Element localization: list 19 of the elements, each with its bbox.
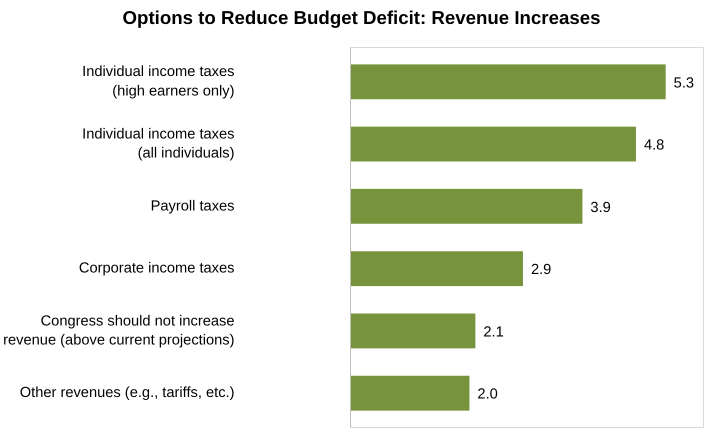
- data-label: 2.9: [530, 262, 552, 278]
- bar: [350, 188, 582, 224]
- bar: [350, 251, 523, 286]
- y-tick-label: Congress should not increase revenue (above current projections): [3, 313, 235, 349]
- bar: [350, 376, 470, 411]
- y-tick-label: Corporate income taxes: [78, 260, 235, 277]
- bar: [350, 314, 476, 348]
- chart-title: Options to Reduce Budget Deficit: Revenue Increases: [122, 6, 600, 30]
- bar: [350, 64, 666, 100]
- y-tick-label: Payroll taxes: [150, 198, 235, 214]
- data-label: 3.9: [590, 200, 611, 216]
- y-tick-label: Other revenues (e.g., tariffs, etc.): [20, 385, 235, 402]
- y-tick-label: Individual income taxes (high earners only): [82, 64, 235, 100]
- data-label: 2.0: [477, 386, 498, 403]
- data-label: 4.8: [644, 138, 664, 154]
- bar: [350, 126, 636, 162]
- data-label: 5.3: [674, 75, 694, 92]
- data-label: 2.1: [483, 324, 504, 340]
- y-tick-label: Individual income taxes (all individuals): [82, 126, 235, 162]
